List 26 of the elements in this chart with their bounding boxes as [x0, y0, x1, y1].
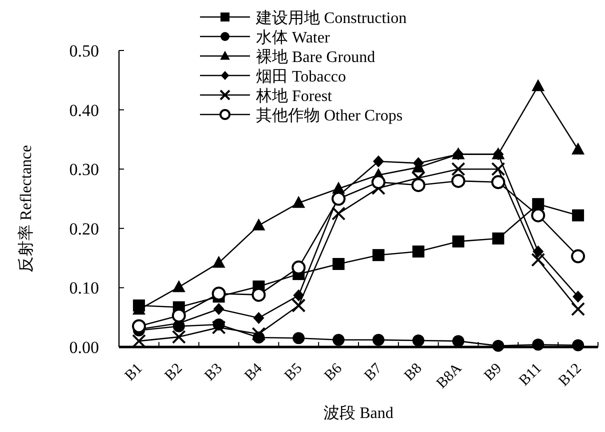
y-tick-label: 0.20 [69, 219, 99, 238]
x-tick-label: B7 [362, 360, 386, 384]
x-tick-label: B4 [242, 360, 266, 384]
y-axis-title: 反射率 Reflectance [17, 145, 35, 272]
legend-label: 林地 Forest [255, 87, 333, 105]
x-tick-label: B2 [162, 360, 186, 384]
y-tick-label: 0.00 [69, 338, 99, 357]
legend-label: 烟田 Tobacco [256, 68, 346, 86]
x-tick-label: B8 [402, 360, 426, 384]
y-tick-label: 0.30 [69, 160, 99, 180]
x-tick-label: B6 [322, 360, 346, 384]
x-tick-label: B1 [122, 360, 146, 384]
y-tick-label: 0.40 [69, 100, 99, 120]
x-tick-label: B8A [434, 360, 466, 392]
legend-label: 建设用地 Construction [255, 9, 407, 27]
legend-label: 其他作物 Other Crops [256, 106, 403, 124]
legend-label: 裸地 Bare Ground [256, 48, 376, 66]
x-axis-title: 波段 Band [324, 404, 394, 422]
legend-label: 水体 Water [256, 28, 330, 46]
x-tick-label: B5 [282, 360, 306, 384]
x-tick-label: B3 [202, 360, 226, 384]
x-tick-label: B11 [516, 360, 545, 390]
x-tick-label: B12 [556, 360, 585, 390]
y-tick-label: 0.10 [69, 278, 99, 298]
x-tick-label: B9 [481, 360, 506, 384]
y-tick-label: 0.50 [69, 42, 99, 60]
